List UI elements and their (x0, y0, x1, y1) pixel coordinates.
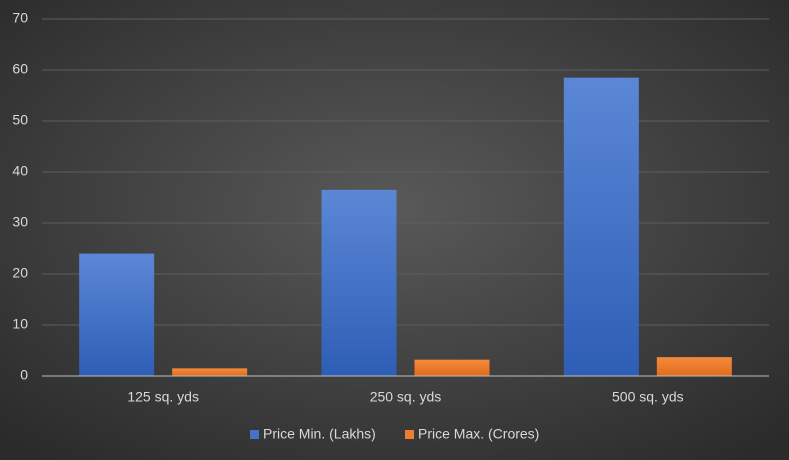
y-tick-label: 40 (12, 163, 28, 179)
y-tick-label: 50 (12, 112, 28, 128)
legend-swatch (405, 430, 414, 439)
bar (414, 359, 490, 376)
x-tick-label: 125 sq. yds (127, 389, 199, 405)
y-tick-label: 10 (12, 316, 28, 332)
bar (79, 253, 155, 376)
legend-label: Price Min. (Lakhs) (263, 426, 376, 442)
y-tick-label: 0 (20, 367, 28, 383)
bar (563, 77, 639, 377)
bar (172, 368, 248, 376)
bar (321, 189, 397, 376)
y-tick-label: 60 (12, 61, 28, 77)
y-tick-label: 20 (12, 265, 28, 281)
legend-swatch (250, 430, 259, 439)
x-tick-label: 500 sq. yds (612, 389, 684, 405)
legend-label: Price Max. (Crores) (418, 426, 539, 442)
bar (656, 357, 732, 376)
y-tick-label: 70 (12, 10, 28, 26)
x-tick-label: 250 sq. yds (370, 389, 442, 405)
y-tick-label: 30 (12, 214, 28, 230)
